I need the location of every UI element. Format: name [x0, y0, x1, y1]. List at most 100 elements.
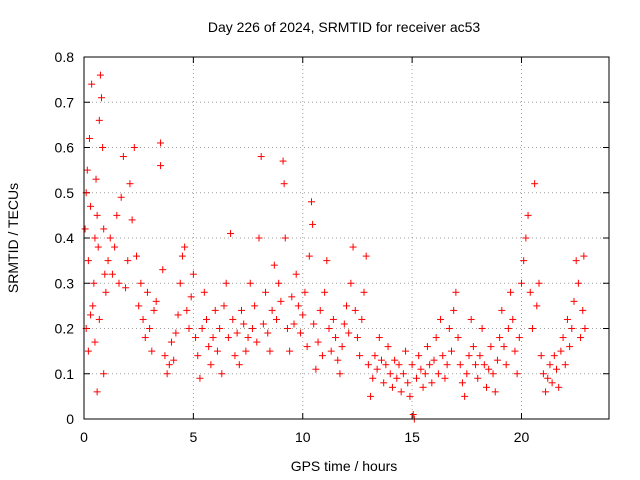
data-point	[101, 270, 109, 278]
data-point	[336, 370, 344, 378]
data-point	[397, 388, 405, 396]
data-point	[478, 325, 486, 332]
data-point	[323, 257, 331, 265]
data-point	[93, 388, 101, 396]
data-point	[196, 374, 204, 382]
x-tick-label: 20	[514, 429, 530, 445]
data-point	[360, 288, 368, 296]
data-point	[522, 234, 530, 242]
data-point	[157, 162, 165, 170]
data-point	[216, 325, 224, 332]
data-point	[580, 252, 588, 260]
data-point	[367, 392, 375, 400]
data-point	[507, 288, 515, 296]
data-point	[270, 261, 278, 269]
data-point	[384, 343, 392, 351]
data-point	[102, 288, 110, 296]
data-point	[332, 334, 340, 342]
data-point	[439, 352, 447, 360]
data-point	[262, 288, 270, 296]
data-point	[95, 116, 103, 124]
data-point	[524, 211, 532, 219]
data-point	[115, 279, 123, 287]
data-point	[255, 234, 263, 242]
data-point	[242, 347, 250, 355]
data-point	[371, 352, 379, 360]
data-point	[294, 302, 302, 310]
data-point	[137, 279, 145, 287]
data-point	[238, 306, 245, 314]
data-point	[504, 325, 512, 332]
data-point	[229, 315, 237, 323]
data-point	[487, 343, 495, 351]
data-point	[382, 361, 390, 369]
axis-ticks: 0 0.1 0.2 0.3 0.4 0.5 0.6 0.7 0.8 0 5 10 15 20	[55, 49, 609, 445]
data-point	[84, 257, 92, 265]
data-point	[572, 257, 580, 265]
y-tick-label: 0.7	[55, 94, 75, 110]
data-point	[559, 334, 567, 342]
data-point	[187, 293, 195, 301]
data-point	[244, 334, 252, 342]
data-point	[305, 252, 313, 260]
data-point	[87, 311, 95, 319]
data-point	[555, 383, 563, 391]
data-point	[340, 320, 348, 328]
data-point	[314, 338, 322, 346]
grid-lines	[84, 57, 609, 419]
data-point	[515, 334, 523, 342]
data-point	[211, 306, 219, 314]
data-point	[561, 361, 569, 369]
data-point	[550, 352, 558, 360]
data-point	[511, 347, 519, 355]
data-point	[100, 225, 108, 233]
data-point	[456, 361, 464, 369]
data-point	[84, 347, 92, 355]
data-point	[463, 370, 471, 378]
data-point	[423, 343, 431, 351]
data-point	[283, 325, 291, 332]
data-point	[393, 374, 401, 382]
data-point	[443, 361, 451, 369]
data-point	[498, 306, 506, 314]
data-point	[369, 374, 377, 382]
data-point	[277, 297, 285, 305]
data-point	[421, 370, 429, 378]
data-point	[150, 306, 158, 314]
data-point	[577, 334, 585, 342]
data-point	[347, 279, 355, 287]
data-point	[502, 361, 510, 369]
data-point	[222, 279, 230, 287]
y-tick-label: 0	[66, 411, 74, 427]
data-point	[113, 211, 121, 219]
data-point	[100, 370, 108, 378]
data-point	[480, 361, 488, 369]
data-point	[189, 270, 197, 278]
data-point	[509, 315, 517, 323]
data-point	[570, 297, 578, 305]
data-point	[194, 352, 202, 360]
data-point	[539, 370, 547, 378]
data-point	[496, 334, 504, 342]
data-point	[528, 325, 536, 332]
x-tick-label: 5	[189, 429, 197, 445]
data-point	[159, 266, 167, 274]
data-point	[445, 325, 453, 332]
y-tick-label: 0.4	[55, 230, 75, 246]
data-point	[380, 379, 388, 387]
data-point	[246, 279, 254, 287]
data-point	[200, 288, 208, 296]
data-point	[329, 315, 337, 323]
data-point	[205, 343, 213, 351]
data-point	[280, 180, 288, 188]
data-point	[286, 347, 294, 355]
data-point	[83, 166, 91, 174]
data-point	[288, 293, 296, 301]
data-point	[310, 320, 318, 328]
data-point	[301, 288, 309, 296]
data-point	[275, 279, 283, 287]
data-point	[198, 325, 206, 332]
data-point	[450, 306, 458, 314]
data-point	[364, 361, 372, 369]
data-point	[161, 352, 169, 360]
